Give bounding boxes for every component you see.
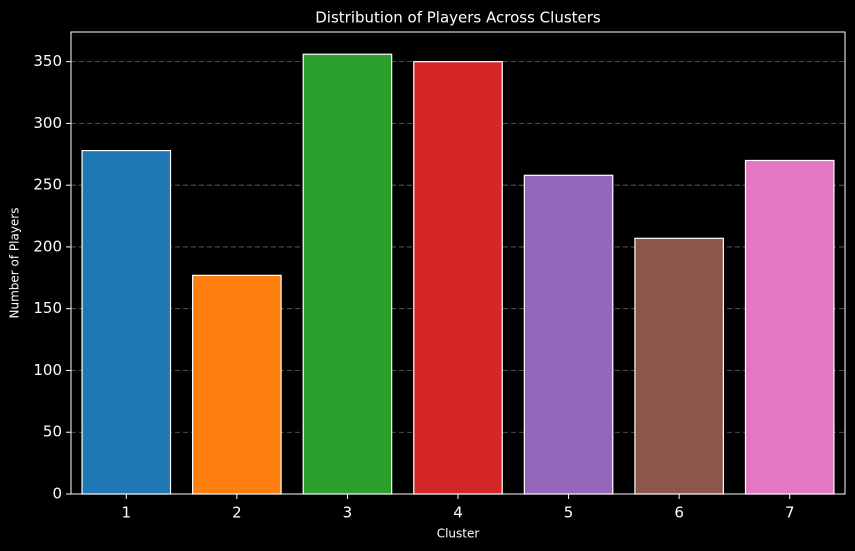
x-tick-label: 3 [343, 504, 353, 522]
y-tick-label: 200 [33, 237, 62, 255]
x-tick-label: 5 [564, 504, 574, 522]
x-tick-label: 4 [453, 504, 463, 522]
y-tick-label: 150 [33, 299, 62, 317]
y-tick-label: 50 [43, 423, 62, 441]
x-tick-label: 1 [122, 504, 132, 522]
bar [302, 53, 393, 495]
bar [192, 274, 282, 495]
x-tick-label: 2 [232, 504, 242, 522]
bar [413, 61, 503, 495]
bar [81, 149, 172, 495]
bar [523, 174, 614, 495]
x-tick-label: 6 [674, 504, 684, 522]
y-tick-label: 300 [33, 114, 62, 132]
chart-title: Distribution of Players Across Clusters [315, 9, 601, 27]
x-axis-label: Cluster [437, 527, 480, 541]
x-tick-label: 7 [785, 504, 795, 522]
y-tick-label: 250 [33, 176, 62, 194]
y-tick-label: 350 [33, 52, 62, 70]
bar [744, 159, 835, 495]
y-tick-label: 0 [52, 485, 62, 503]
plot-frame [70, 31, 846, 495]
y-axis-label: Number of Players [8, 208, 22, 319]
bar [634, 237, 724, 495]
y-tick-label: 100 [33, 361, 62, 379]
